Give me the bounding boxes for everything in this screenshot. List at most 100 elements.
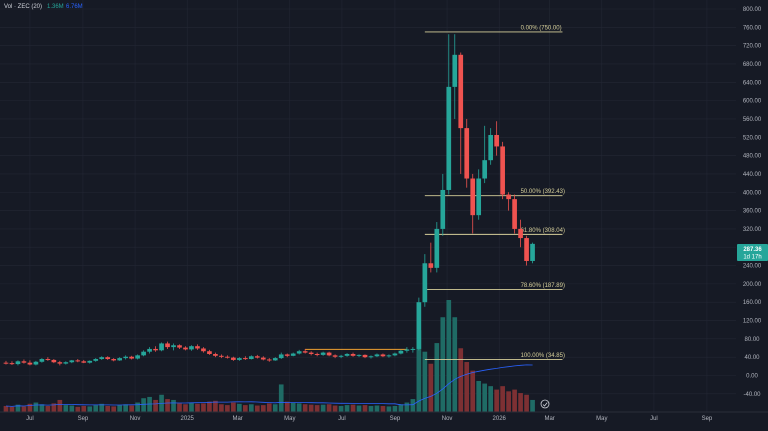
volume-bar [410,399,416,412]
candle [147,347,152,354]
candle [87,360,93,364]
volume-bar [189,402,194,412]
x-tick-label: Jul [650,416,658,422]
candle-body [27,362,33,365]
candle-body [440,189,446,229]
candle-body [314,353,320,355]
candle-body [398,350,404,354]
volume-bar [446,300,452,412]
y-tick-label: 520.00 [743,135,762,141]
volume-bar [99,403,105,412]
volume-bar [266,403,272,412]
x-tick-label: Mar [544,416,554,422]
volume-bar [458,348,464,412]
candle-body [320,352,326,355]
candle-body [33,361,39,365]
volume-bar [75,406,81,412]
fibonacci-retracement[interactable]: 0.00% (750.00) 50.00% (392.43) 61.80% (308… [424,25,565,360]
y-axis[interactable]: 800.00 760.00 720.00 680.00 640.00 600.00 560.… [743,7,762,398]
candle-body [512,199,517,229]
volume-bar [254,405,260,412]
x-axis[interactable]: Jul Sep Nov 2025 Mar May Jul Sep Nov 2026 Mar May Ju… [26,416,713,422]
volume-bar [63,405,69,412]
fib-level-label: 50.00% (392.43) [521,189,565,195]
candle [362,354,368,359]
candle-body [458,54,464,129]
candle-body [207,351,212,354]
candle [380,353,386,358]
candle-body [123,356,128,359]
candle-body [201,348,206,352]
candle [386,354,392,358]
candle-body [213,353,218,356]
fib-level-label: 61.80% (308.04) [521,228,565,234]
volume-bar [123,404,128,412]
volume-bar [135,402,140,412]
x-tick-label: Sep [78,416,89,422]
candle [33,360,39,366]
candle [141,350,146,357]
y-tick-label: -40.00 [743,392,761,398]
candle-body [374,354,380,357]
y-tick-label: 640.00 [743,80,762,86]
candle-body [45,359,51,361]
volume-bar [332,405,338,412]
volume-bar [482,383,488,412]
price-axis-panel[interactable] [736,0,768,412]
volume-bar [302,404,308,412]
candle-body [87,360,93,363]
candle-body [225,356,230,358]
fib-level-label: 78.60% (187.89) [521,283,565,289]
candle [512,194,517,234]
candle-body [350,353,356,356]
candle [506,192,511,211]
y-tick-label: 480.00 [743,154,762,160]
candle [93,358,99,362]
candle [494,121,499,156]
price-badge-value: 287.36 [743,247,762,253]
candle [452,34,458,119]
candle-body [15,361,21,365]
candle-body [93,359,99,361]
volume-bar [129,405,134,412]
fib-level-label: 100.00% (34.85) [521,353,565,359]
candle-body [368,356,374,358]
y-tick-label: 680.00 [743,62,762,68]
candle [344,353,350,357]
candle-body [530,243,535,261]
candle [213,352,218,358]
volume-bar [111,406,117,412]
candle-body [290,353,296,356]
volume-legend: Vol · ZEC (20) 1.36M 6.76M [4,4,83,10]
candle-body [177,345,182,348]
volume-bar [248,404,254,412]
candle [290,352,296,357]
candle-body [39,359,45,362]
candle-body [488,134,494,161]
candle-body [506,194,511,200]
y-tick-label: 440.00 [743,172,762,178]
candle [404,347,410,353]
candle-body [278,354,284,359]
volume-bar [27,403,33,412]
candle-body [470,178,476,216]
volume-legend-prefix: Vol · ZEC (20) [4,4,42,10]
volume-bar [93,405,99,412]
candle [15,360,21,366]
candle [9,361,15,365]
price-badge: 287.36 1d 17h [737,244,768,261]
candle [356,354,362,358]
candle-body [416,302,422,349]
candle [392,352,398,357]
candle-body [99,357,105,360]
candle [518,219,523,248]
candle-body [296,351,302,354]
volume-bar [488,386,494,412]
y-tick-label: 120.00 [743,319,762,325]
candle [51,359,57,364]
volume-bar [81,405,87,412]
candle-body [446,86,452,190]
axis-settings-icon[interactable] [540,399,550,409]
